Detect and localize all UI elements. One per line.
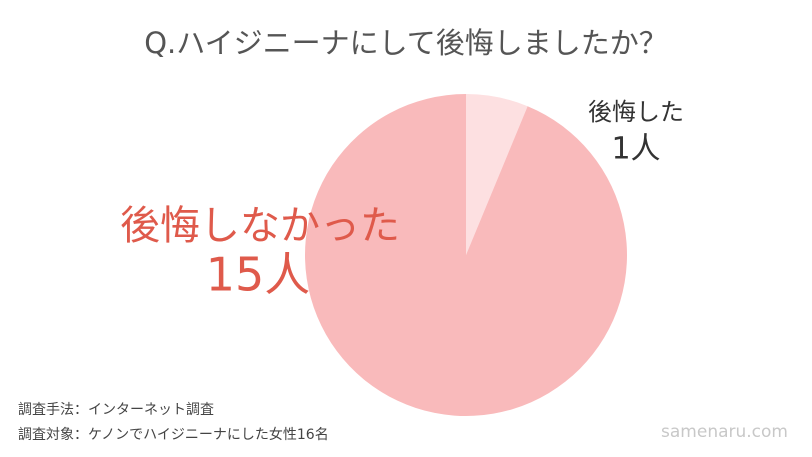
- watermark: samenaru.com: [661, 422, 788, 442]
- chart-title: Q.ハイジニーナにして後悔しましたか？: [144, 26, 668, 60]
- pie-slice: [466, 94, 528, 255]
- pie-slice: [305, 93, 627, 416]
- note: 調査対象：ケノンでハイジニーナにした女性16名: [18, 426, 329, 443]
- data-label: 1人: [611, 132, 660, 167]
- slice-label: 後悔した: [588, 98, 684, 126]
- slice-label: 後悔しなかった: [120, 203, 400, 249]
- note: 調査手法：インターネット調査: [18, 402, 214, 418]
- data-label: 15人: [206, 248, 311, 302]
